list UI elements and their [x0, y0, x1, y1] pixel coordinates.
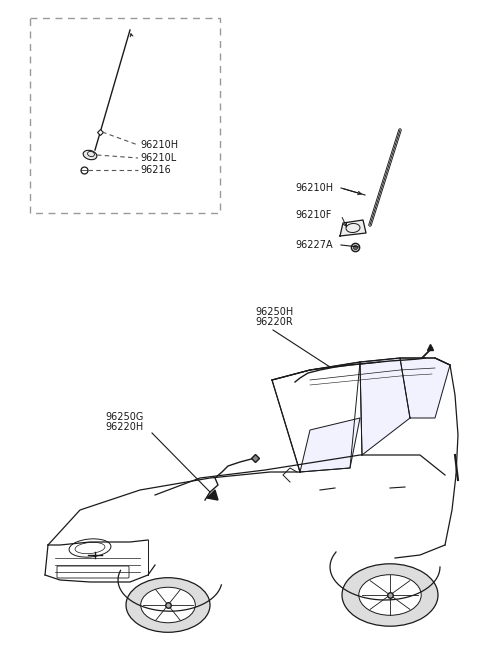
Text: 96210H: 96210H	[295, 183, 333, 193]
Text: 96216: 96216	[140, 165, 171, 175]
Text: 96210F: 96210F	[295, 210, 331, 220]
Polygon shape	[400, 358, 450, 418]
Text: 96250G: 96250G	[105, 412, 144, 422]
Text: 96220R: 96220R	[255, 317, 293, 327]
Ellipse shape	[83, 150, 97, 160]
Ellipse shape	[126, 578, 210, 632]
Ellipse shape	[141, 588, 195, 623]
Text: 96210L: 96210L	[140, 153, 176, 163]
Polygon shape	[300, 418, 360, 472]
Text: 96210H: 96210H	[140, 140, 178, 150]
Text: 96250H: 96250H	[255, 307, 293, 317]
Ellipse shape	[359, 574, 421, 615]
Polygon shape	[207, 490, 218, 500]
Polygon shape	[340, 220, 366, 236]
Text: 96220H: 96220H	[105, 422, 143, 432]
Ellipse shape	[342, 564, 438, 626]
Text: 96227A: 96227A	[295, 240, 333, 250]
Polygon shape	[360, 358, 410, 455]
